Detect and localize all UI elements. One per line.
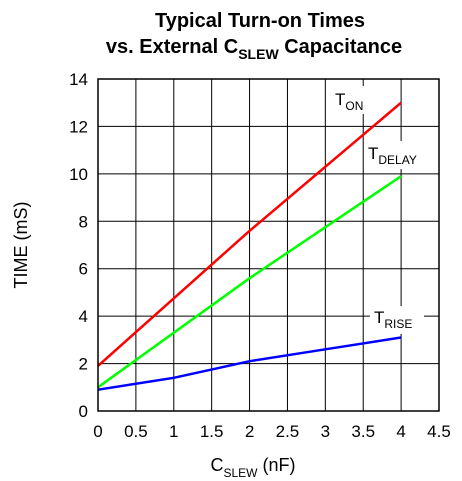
- x-axis-label-main: C: [210, 455, 223, 475]
- x-tick-label-8: 4: [396, 422, 405, 441]
- x-tick-label-3: 1.5: [200, 422, 224, 441]
- y-tick-label-5: 10: [69, 165, 88, 184]
- y-axis-label: TIME (mS): [11, 202, 31, 289]
- y-tick-label-6: 12: [69, 117, 88, 136]
- x-tick-label-9: 4.5: [427, 422, 451, 441]
- x-tick-label-5: 2.5: [276, 422, 300, 441]
- x-tick-label-1: 0.5: [124, 422, 148, 441]
- series-line-trise: [97, 336, 402, 391]
- chart-title-line2: vs. External CSLEW Capacitance: [106, 36, 402, 62]
- plot-frame: [97, 78, 440, 412]
- x-tick-label-0: 0: [93, 422, 102, 441]
- x-tick-label-4: 2: [245, 422, 254, 441]
- y-tick-labels: 0 2 4 6 8 10 12 14: [69, 70, 88, 421]
- series-label-tdelay-sub: DELAY: [378, 153, 416, 167]
- y-tick-label-4: 8: [79, 212, 88, 231]
- series-line-tdelay: [97, 175, 402, 389]
- series-line-ton: [97, 101, 402, 367]
- series-label-trise-bg: [370, 306, 424, 334]
- series-label-trise-main: T: [374, 308, 384, 327]
- series-label-ton-bg: [330, 86, 370, 114]
- y-tick-label-3: 6: [79, 260, 88, 279]
- series-label-tdelay-bg: [364, 141, 432, 169]
- series-label-ton-sub: ON: [345, 99, 363, 113]
- series-label-tdelay-main: T: [368, 144, 378, 163]
- x-tick-label-2: 1: [169, 422, 178, 441]
- x-tick-label-6: 3: [321, 422, 330, 441]
- series-label-trise-text: TRISE: [374, 308, 412, 331]
- series-label-trise-sub: RISE: [384, 317, 412, 331]
- y-tick-label-2: 4: [79, 307, 88, 326]
- chart-title-line2-end: Capacitance: [284, 36, 402, 58]
- y-tick-label-1: 2: [79, 355, 88, 374]
- series-lines: [97, 101, 402, 391]
- chart-title-line2-main: vs. External C: [106, 36, 238, 58]
- series-label-trise: TRISE: [370, 306, 424, 334]
- x-axis-label-sub: SLEW: [223, 466, 258, 480]
- x-axis-label-end: (nF): [263, 455, 296, 475]
- x-axis-label: CSLEW (nF): [210, 455, 295, 480]
- y-tick-label-0: 0: [79, 402, 88, 421]
- series-label-ton-text: TON: [335, 90, 363, 113]
- series-label-ton: TON: [330, 86, 370, 114]
- y-tick-label-7: 14: [69, 70, 88, 89]
- x-tick-label-7: 3.5: [351, 422, 375, 441]
- series-label-ton-main: T: [335, 90, 345, 109]
- series-label-tdelay-text: TDELAY: [368, 144, 417, 167]
- chart-title-line1: Typical Turn-on Times: [155, 10, 365, 32]
- x-tick-labels: 0 0.5 1 1.5 2 2.5 3 3.5 4 4.5: [93, 422, 451, 441]
- chart-title-line2-sub: SLEW: [238, 46, 279, 62]
- series-label-tdelay: TDELAY: [364, 141, 432, 169]
